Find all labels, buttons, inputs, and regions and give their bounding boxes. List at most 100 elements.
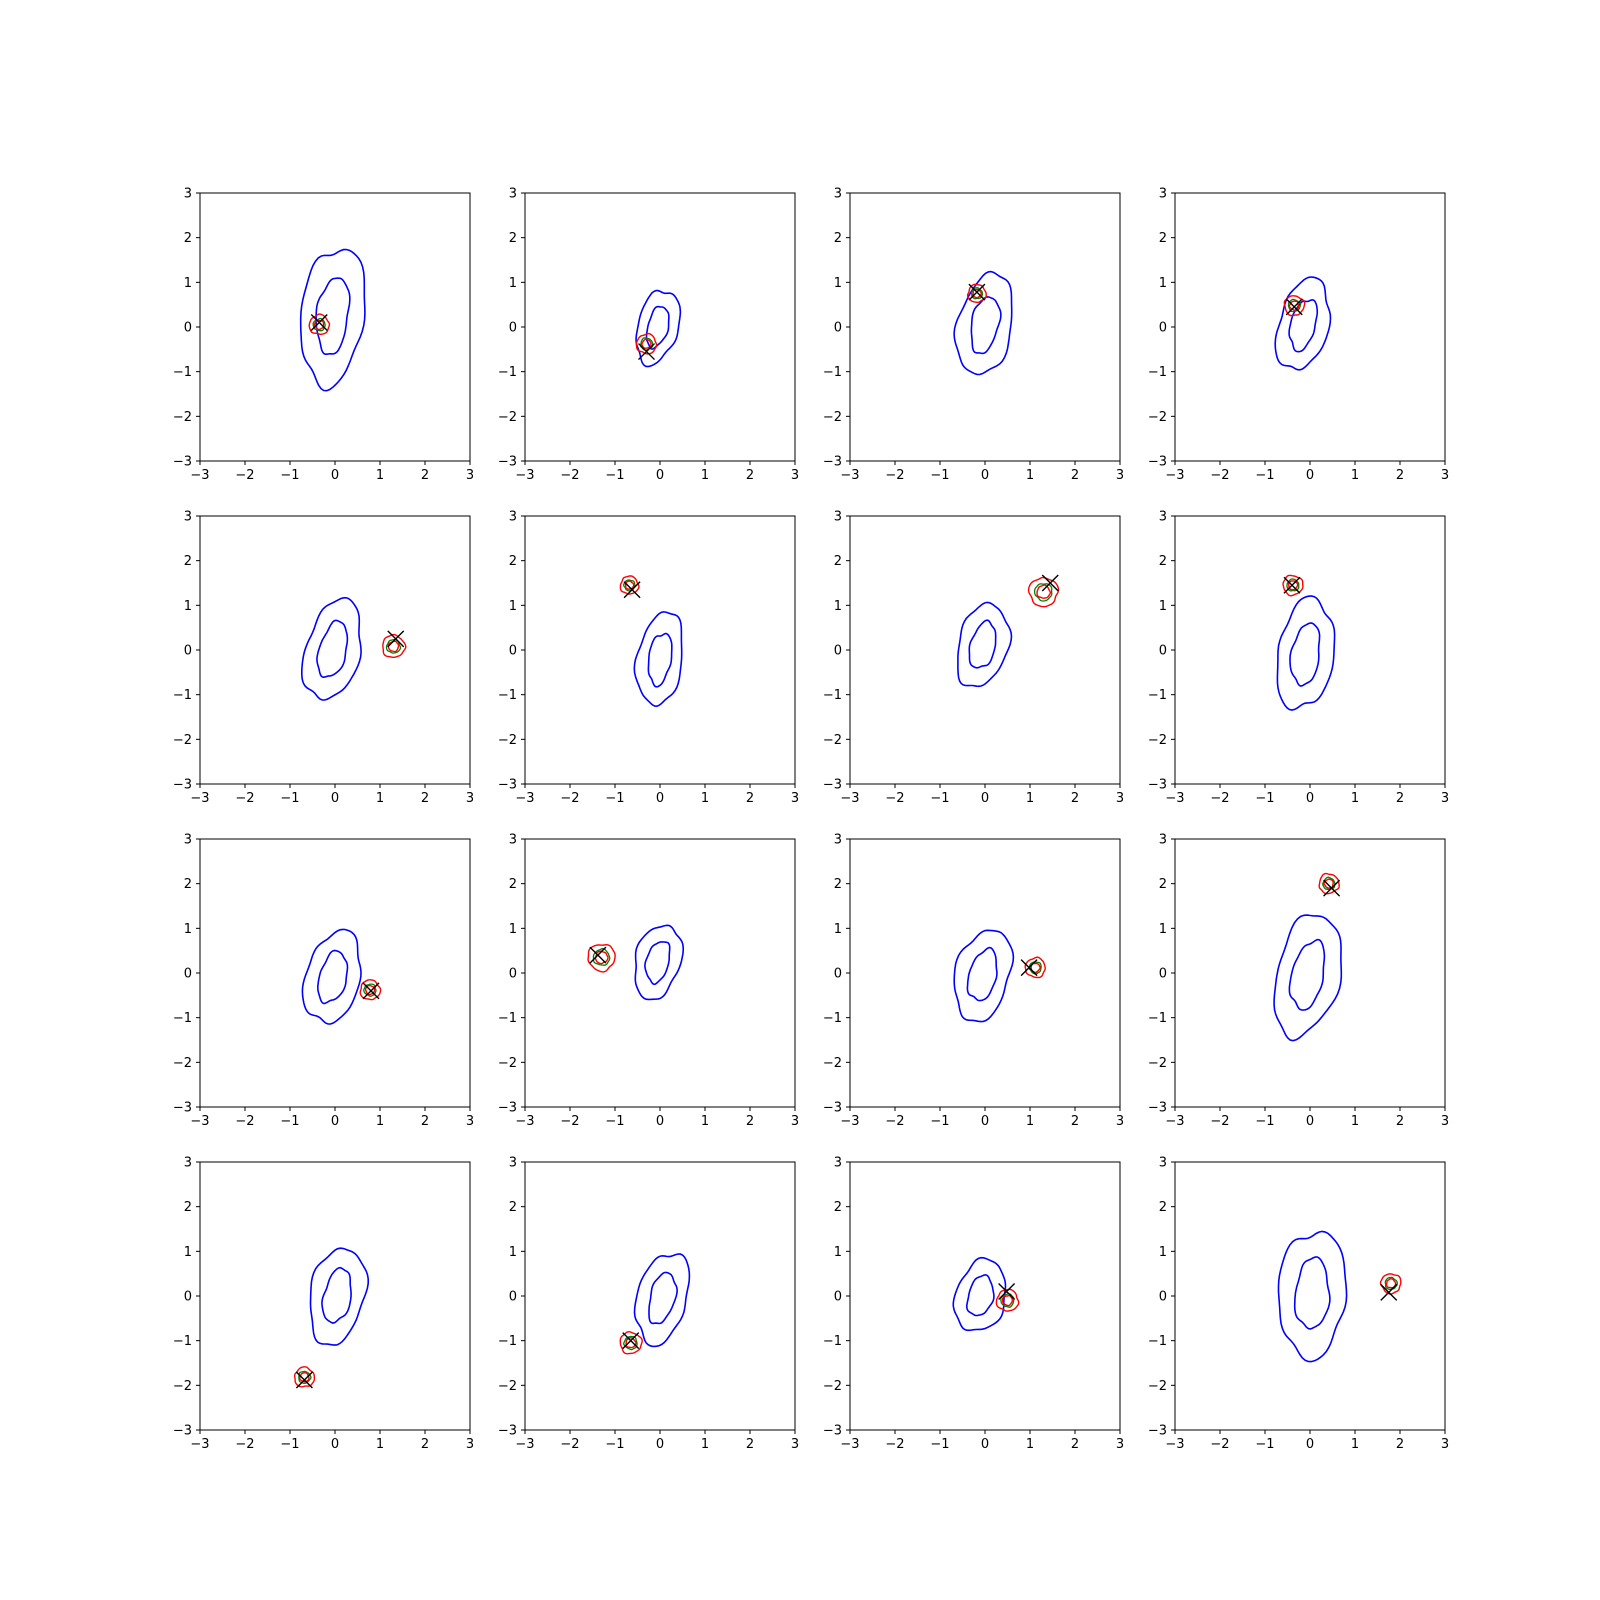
x-tick-label: 1 [1026,791,1034,806]
x-tick-label: −1 [605,1114,624,1129]
x-tick-label: −2 [1210,468,1229,483]
y-tick-label: −2 [1148,733,1167,748]
y-tick-label: 0 [834,967,842,982]
y-tick-label: −1 [823,365,842,380]
y-tick-label: 2 [184,554,192,569]
y-tick-label: −3 [1148,455,1167,470]
y-tick-label: 2 [1159,877,1167,892]
blue-contour-inner [966,946,998,1002]
y-tick-label: 2 [509,1200,517,1215]
x-tick-label: 2 [1396,468,1404,483]
subplot-10: −3 −2 −1 0 1 2 3 −3 −2 −1 0 1 2 3 [498,833,799,1130]
blue-contour-outer [953,929,1015,1023]
subplot-16: −3 −2 −1 0 1 2 3 −3 −2 −1 0 1 2 3 [1148,1156,1449,1453]
x-tick-label: −3 [515,1114,534,1129]
x-tick-label: −2 [1210,1437,1229,1452]
x-tick-label: 0 [331,1114,339,1129]
subplot-1: −3 −2 −1 0 1 2 3 −3 −2 −1 0 1 2 3 [173,187,474,484]
x-tick-label: 0 [981,1114,989,1129]
x-tick-label: 3 [791,1114,799,1129]
y-tick-label: 1 [184,1245,192,1260]
x-tick-label: 1 [1351,1114,1359,1129]
true-point-marker [362,982,380,1000]
x-tick-label: −1 [280,468,299,483]
blue-contour-inner [648,1271,678,1325]
y-tick-label: 2 [1159,231,1167,246]
red-contour-inner [299,1371,310,1383]
x-tick-label: −3 [515,1437,534,1452]
green-contour [1384,1276,1398,1290]
x-tick-label: 1 [701,1114,709,1129]
y-tick-label: −1 [1148,688,1167,703]
x-tick-label: 0 [331,791,339,806]
y-tick-label: 1 [1159,1245,1167,1260]
y-tick-label: 0 [509,967,517,982]
red-contour-outer [1027,576,1060,608]
y-tick-label: 0 [1159,967,1167,982]
x-tick-label: −2 [560,791,579,806]
x-tick-label: −2 [560,468,579,483]
x-tick-label: −1 [930,791,949,806]
y-tick-label: 3 [834,1156,842,1171]
y-tick-label: 1 [1159,276,1167,291]
x-tick-label: 2 [421,1437,429,1452]
true-point-marker [968,283,986,301]
x-tick-label: 0 [656,1114,664,1129]
x-tick-label: 0 [331,468,339,483]
y-tick-label: −1 [1148,1011,1167,1026]
x-tick-label: −1 [280,1114,299,1129]
axes-frame [199,192,471,462]
blue-contour-outer [1277,1230,1348,1363]
y-tick-label: −1 [823,688,842,703]
blue-contour-inner [321,1266,352,1324]
y-tick-label: −3 [823,1424,842,1439]
y-tick-label: 3 [184,833,192,848]
true-point-marker [589,946,607,964]
axes-frame [849,1161,1121,1431]
subplot-2: −3 −2 −1 0 1 2 3 −3 −2 −1 0 1 2 3 [498,187,799,484]
blue-contour-outer [633,1253,691,1348]
red-contour-outer [1379,1273,1402,1295]
blue-contour-outer [952,1256,1007,1332]
red-contour-inner [594,950,609,965]
x-tick-label: 2 [1396,1114,1404,1129]
x-tick-label: 1 [376,468,384,483]
y-tick-label: 2 [509,231,517,246]
y-tick-label: −3 [173,455,192,470]
red-contour-inner [387,640,400,653]
y-tick-label: −2 [173,733,192,748]
axes-frame [1174,192,1446,462]
red-contour-outer [1283,295,1306,317]
green-contour [592,948,611,966]
x-tick-label: 3 [466,468,474,483]
x-tick-label: 0 [981,1437,989,1452]
true-point-marker [638,343,655,361]
blue-contour-inner [1289,622,1321,687]
blue-contour-inner [970,296,1002,355]
y-tick-label: −3 [823,455,842,470]
x-tick-label: −1 [930,1114,949,1129]
y-tick-label: −2 [498,1056,517,1071]
axes-frame [524,192,796,462]
y-tick-label: −3 [173,1424,192,1439]
x-tick-label: 2 [421,791,429,806]
red-contour-outer [995,1288,1020,1312]
x-tick-label: −2 [560,1114,579,1129]
blue-contour-inner [1288,299,1319,353]
true-point-marker [998,1283,1016,1301]
green-contour [1000,1293,1015,1308]
y-tick-label: 2 [1159,554,1167,569]
x-tick-label: 3 [1116,468,1124,483]
axes-frame [524,515,796,785]
blue-contour-outer [957,601,1013,688]
true-point-marker [1283,576,1301,594]
true-point-marker [387,630,405,648]
y-tick-label: −2 [823,1379,842,1394]
x-tick-label: 0 [1306,1114,1314,1129]
x-tick-label: 2 [1071,791,1079,806]
red-contour-inner [625,1337,637,1349]
subplot-11: −3 −2 −1 0 1 2 3 −3 −2 −1 0 1 2 3 [823,833,1124,1130]
axes-frame [199,1161,471,1431]
y-tick-label: −3 [173,778,192,793]
